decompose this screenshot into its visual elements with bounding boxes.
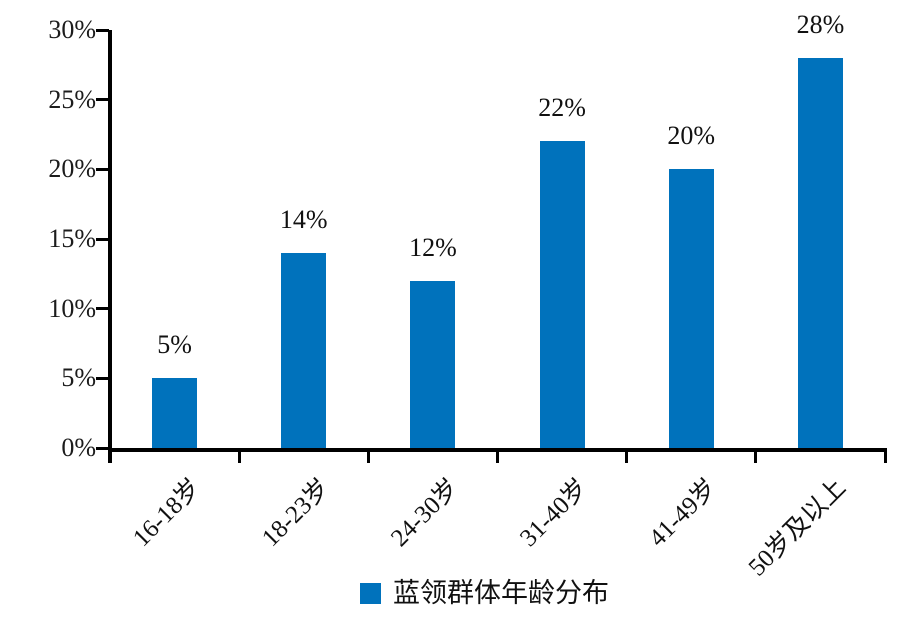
legend-label: 蓝领群体年龄分布: [393, 578, 609, 608]
y-axis-tick-label: 5%: [61, 363, 96, 393]
legend: 蓝领群体年龄分布: [360, 578, 609, 608]
bar-50岁及以上: [797, 57, 843, 448]
y-axis-tick: [96, 167, 109, 171]
y-axis-line: [108, 30, 112, 463]
bar-24-30岁: [410, 280, 456, 448]
value-label: 5%: [157, 330, 192, 360]
bar-16-18岁: [152, 378, 198, 448]
legend-swatch: [360, 582, 381, 604]
y-axis-tick-label: 0%: [61, 433, 96, 462]
y-axis-tick: [96, 307, 109, 311]
x-axis-tick: [108, 448, 112, 463]
bar-18-23岁: [281, 252, 327, 448]
value-label: 12%: [409, 232, 457, 262]
value-label: 28%: [796, 9, 845, 39]
x-category-label: 16-18岁: [127, 474, 206, 553]
y-axis-tick: [96, 237, 109, 241]
y-axis-tick-label: 25%: [48, 84, 96, 114]
x-axis-tick: [625, 448, 629, 463]
value-label: 20%: [667, 121, 716, 151]
bar-41-49岁: [668, 169, 714, 448]
x-axis-tick: [496, 448, 499, 463]
value-label: 14%: [279, 204, 328, 234]
y-axis-tick-label: 10%: [48, 293, 96, 323]
y-axis-tick: [96, 446, 109, 450]
bar-31-40岁: [539, 141, 585, 448]
y-axis-tick-label: 30%: [48, 15, 96, 44]
y-axis-tick: [96, 98, 109, 102]
y-axis-tick: [96, 28, 109, 32]
x-axis-tick: [366, 448, 370, 463]
value-label: 22%: [538, 93, 586, 123]
y-axis-tick-label: 15%: [48, 224, 96, 253]
y-axis-tick-label: 20%: [48, 154, 96, 184]
x-axis-tick: [883, 448, 887, 463]
x-axis-tick: [237, 448, 241, 463]
x-axis-tick: [754, 448, 758, 463]
y-axis-tick: [96, 376, 109, 380]
